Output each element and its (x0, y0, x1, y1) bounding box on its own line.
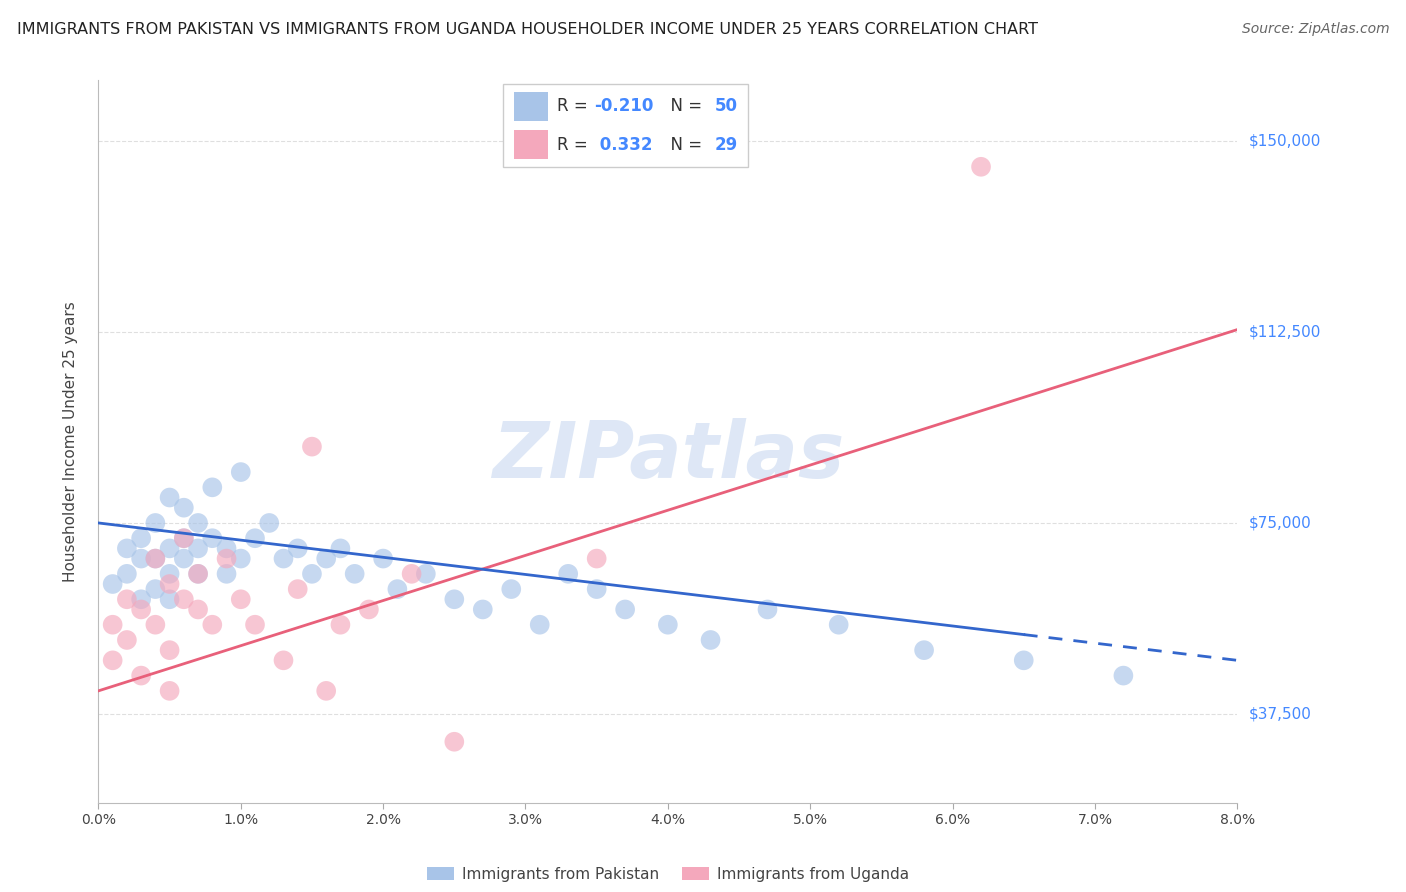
Point (159, 592, 181, 607)
Point (501, 582, 523, 596)
FancyBboxPatch shape (515, 130, 548, 159)
Text: 50: 50 (714, 97, 738, 115)
Text: Source: ZipAtlas.com: Source: ZipAtlas.com (1241, 22, 1389, 37)
Point (301, 440, 323, 454)
Point (145, 551, 167, 566)
Point (229, 465, 252, 479)
Point (201, 480, 224, 494)
Text: $112,500: $112,500 (1249, 325, 1320, 340)
Point (657, 617, 679, 632)
Point (101, 577, 124, 591)
Point (159, 541, 181, 556)
Point (159, 566, 181, 581)
Point (756, 602, 779, 616)
Point (129, 602, 152, 616)
Point (187, 516, 209, 530)
Point (215, 551, 238, 566)
Point (529, 617, 551, 632)
Point (273, 551, 295, 566)
Point (229, 592, 252, 607)
Legend: Immigrants from Pakistan, Immigrants from Uganda: Immigrants from Pakistan, Immigrants fro… (426, 867, 910, 882)
Point (828, 617, 851, 632)
Text: $37,500: $37,500 (1249, 706, 1312, 722)
Point (129, 592, 152, 607)
Point (557, 566, 579, 581)
Point (173, 500, 195, 515)
Point (115, 566, 138, 581)
Point (259, 516, 281, 530)
FancyBboxPatch shape (503, 84, 748, 167)
Point (970, 160, 993, 174)
Point (614, 602, 637, 616)
Point (401, 566, 423, 581)
Point (215, 541, 238, 556)
Point (243, 617, 266, 632)
Y-axis label: Householder Income Under 25 years: Householder Income Under 25 years (63, 301, 77, 582)
Point (187, 602, 209, 616)
Text: $150,000: $150,000 (1249, 134, 1320, 149)
Point (387, 582, 409, 596)
Point (159, 491, 181, 505)
Point (443, 735, 465, 749)
Point (699, 632, 721, 647)
Text: R =: R = (557, 97, 593, 115)
Point (115, 592, 138, 607)
Point (159, 643, 181, 657)
Point (585, 582, 607, 596)
Point (357, 602, 380, 616)
Point (301, 566, 323, 581)
Point (329, 617, 352, 632)
Point (315, 684, 337, 698)
Point (1112, 668, 1135, 682)
Text: ZIPatlas: ZIPatlas (492, 418, 844, 494)
Point (201, 531, 224, 545)
Point (201, 617, 224, 632)
Text: N =: N = (659, 97, 707, 115)
Point (145, 516, 167, 530)
Point (471, 602, 494, 616)
Point (187, 541, 209, 556)
Point (371, 551, 394, 566)
FancyBboxPatch shape (515, 92, 548, 120)
Point (273, 653, 295, 667)
Point (187, 566, 209, 581)
Point (145, 582, 167, 596)
Point (115, 541, 138, 556)
Point (145, 617, 167, 632)
Text: 0.332: 0.332 (593, 136, 652, 153)
Point (343, 566, 366, 581)
Point (315, 551, 337, 566)
Point (173, 531, 195, 545)
Point (585, 551, 607, 566)
Point (159, 577, 181, 591)
Point (1012, 653, 1035, 667)
Point (329, 541, 352, 556)
Point (101, 653, 124, 667)
Point (129, 531, 152, 545)
Point (415, 566, 437, 581)
Point (229, 551, 252, 566)
Text: 29: 29 (714, 136, 738, 153)
Point (287, 541, 309, 556)
Point (145, 551, 167, 566)
Point (187, 566, 209, 581)
Point (443, 592, 465, 607)
Text: N =: N = (659, 136, 707, 153)
Text: $75,000: $75,000 (1249, 516, 1312, 531)
Text: -0.210: -0.210 (593, 97, 654, 115)
Text: IMMIGRANTS FROM PAKISTAN VS IMMIGRANTS FROM UGANDA HOUSEHOLDER INCOME UNDER 25 Y: IMMIGRANTS FROM PAKISTAN VS IMMIGRANTS F… (17, 22, 1038, 37)
Point (129, 551, 152, 566)
Point (173, 531, 195, 545)
Point (215, 566, 238, 581)
Point (173, 592, 195, 607)
Point (912, 643, 935, 657)
Point (243, 531, 266, 545)
Point (173, 551, 195, 566)
Point (159, 684, 181, 698)
Point (287, 582, 309, 596)
Point (101, 617, 124, 632)
Point (129, 668, 152, 682)
Point (115, 632, 138, 647)
Text: R =: R = (557, 136, 593, 153)
